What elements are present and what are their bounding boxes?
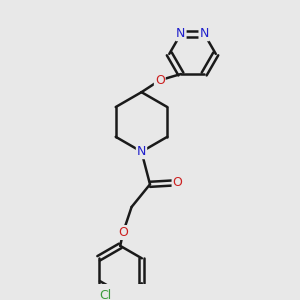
Text: N: N [200, 27, 209, 40]
Text: N: N [137, 145, 146, 158]
Text: N: N [176, 27, 186, 40]
Text: O: O [155, 74, 165, 87]
Text: O: O [118, 226, 128, 239]
Text: Cl: Cl [99, 289, 112, 300]
Text: O: O [172, 176, 182, 189]
